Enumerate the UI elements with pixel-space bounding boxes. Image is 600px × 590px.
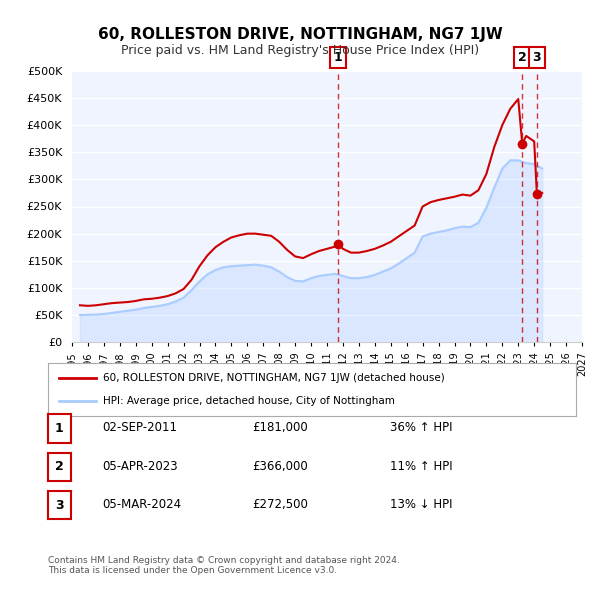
Text: 05-MAR-2024: 05-MAR-2024 — [102, 498, 181, 511]
Text: HPI: Average price, detached house, City of Nottingham: HPI: Average price, detached house, City… — [103, 396, 395, 406]
Text: 3: 3 — [55, 499, 64, 512]
Text: 02-SEP-2011: 02-SEP-2011 — [102, 421, 177, 434]
Text: 36% ↑ HPI: 36% ↑ HPI — [390, 421, 452, 434]
Text: 13% ↓ HPI: 13% ↓ HPI — [390, 498, 452, 511]
Text: 05-APR-2023: 05-APR-2023 — [102, 460, 178, 473]
Text: 60, ROLLESTON DRIVE, NOTTINGHAM, NG7 1JW: 60, ROLLESTON DRIVE, NOTTINGHAM, NG7 1JW — [98, 27, 502, 41]
Text: 1: 1 — [55, 422, 64, 435]
Text: £366,000: £366,000 — [252, 460, 308, 473]
Text: £181,000: £181,000 — [252, 421, 308, 434]
Text: Contains HM Land Registry data © Crown copyright and database right 2024.
This d: Contains HM Land Registry data © Crown c… — [48, 556, 400, 575]
Text: 2: 2 — [55, 460, 64, 473]
Text: 3: 3 — [533, 51, 541, 64]
Text: 1: 1 — [334, 51, 342, 64]
Text: Price paid vs. HM Land Registry's House Price Index (HPI): Price paid vs. HM Land Registry's House … — [121, 44, 479, 57]
Text: 11% ↑ HPI: 11% ↑ HPI — [390, 460, 452, 473]
Text: 60, ROLLESTON DRIVE, NOTTINGHAM, NG7 1JW (detached house): 60, ROLLESTON DRIVE, NOTTINGHAM, NG7 1JW… — [103, 373, 445, 383]
Text: £272,500: £272,500 — [252, 498, 308, 511]
Text: 2: 2 — [518, 51, 527, 64]
